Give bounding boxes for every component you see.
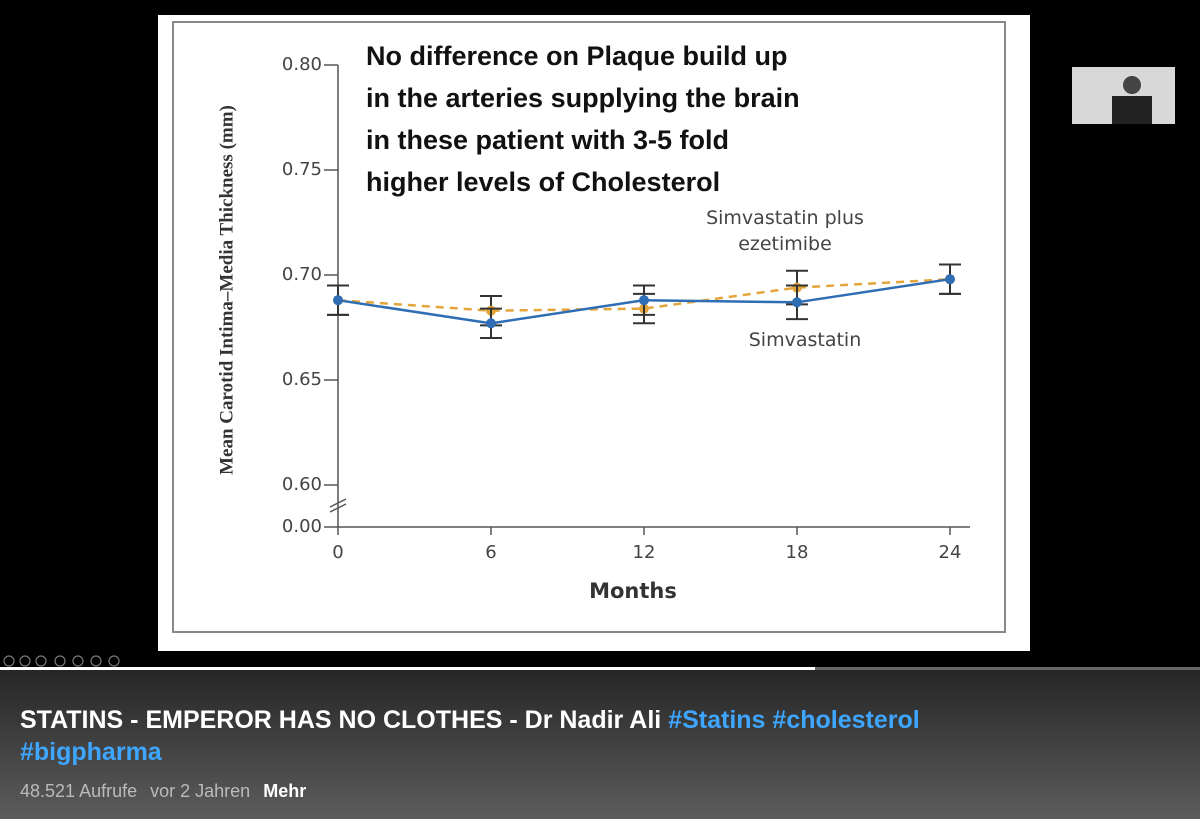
annotation: in the arteries supplying the brain <box>366 83 800 113</box>
chart: Mean Carotid Intima–Media Thickness (mm)… <box>0 15 1200 670</box>
x-tick-label: 18 <box>786 542 809 563</box>
y-axis-label: Mean Carotid Intima–Media Thickness (mm) <box>216 105 237 475</box>
progress-remaining[interactable] <box>815 667 1200 670</box>
annotation: No difference on Plaque build up <box>366 41 788 71</box>
data-point <box>945 274 955 285</box>
x-tick-label: 6 <box>485 542 496 563</box>
y-tick-label: 0.75 <box>282 159 322 180</box>
progress-played[interactable] <box>0 667 815 670</box>
x-tick-label: 24 <box>939 542 962 563</box>
more-button[interactable]: Mehr <box>263 781 307 801</box>
data-point <box>486 318 496 329</box>
video-info: STATINS - EMPEROR HAS NO CLOTHES - Dr Na… <box>0 670 1200 819</box>
upload-age: vor 2 Jahren <box>150 781 251 801</box>
video-meta: 48.521 Aufrufe vor 2 Jahren Mehr <box>20 781 314 802</box>
webcam-person <box>1123 76 1141 94</box>
x-tick-label: 12 <box>633 542 656 563</box>
series-label: Simvastatin <box>748 329 862 351</box>
video-title: STATINS - EMPEROR HAS NO CLOTHES - Dr Na… <box>20 704 1060 768</box>
y-tick-label: 0.65 <box>282 369 322 390</box>
data-point <box>639 295 649 306</box>
hashtag[interactable]: #bigpharma <box>20 738 162 766</box>
player-controls[interactable] <box>3 655 120 667</box>
y-tick-label: 0.00 <box>282 516 322 537</box>
data-point <box>792 297 802 308</box>
y-tick-label: 0.80 <box>282 54 322 75</box>
hashtag[interactable]: #cholesterol <box>772 706 920 734</box>
video-player[interactable]: Mean Carotid Intima–Media Thickness (mm)… <box>0 0 1200 670</box>
slide <box>158 15 1030 651</box>
slide-frame <box>172 21 1006 633</box>
x-axis-label: Months <box>589 579 677 603</box>
axis-break <box>329 503 347 513</box>
axis-break <box>329 498 347 508</box>
y-tick-label: 0.70 <box>282 264 322 285</box>
series-label: Simvastatin plus ezetimibe <box>706 207 864 255</box>
series <box>327 263 961 339</box>
title-text: STATINS - EMPEROR HAS NO CLOTHES - Dr Na… <box>20 706 662 734</box>
y-tick-label: 0.60 <box>282 474 322 495</box>
hashtag[interactable]: #Statins <box>668 706 766 734</box>
webcam-person <box>1112 96 1152 124</box>
annotation: in these patient with 3-5 fold <box>366 125 729 155</box>
view-count: 48.521 Aufrufe <box>20 781 138 801</box>
series-line <box>337 277 951 312</box>
annotation: higher levels of Cholesterol <box>366 167 720 197</box>
x-tick-label: 0 <box>332 542 343 563</box>
data-point <box>333 295 343 306</box>
